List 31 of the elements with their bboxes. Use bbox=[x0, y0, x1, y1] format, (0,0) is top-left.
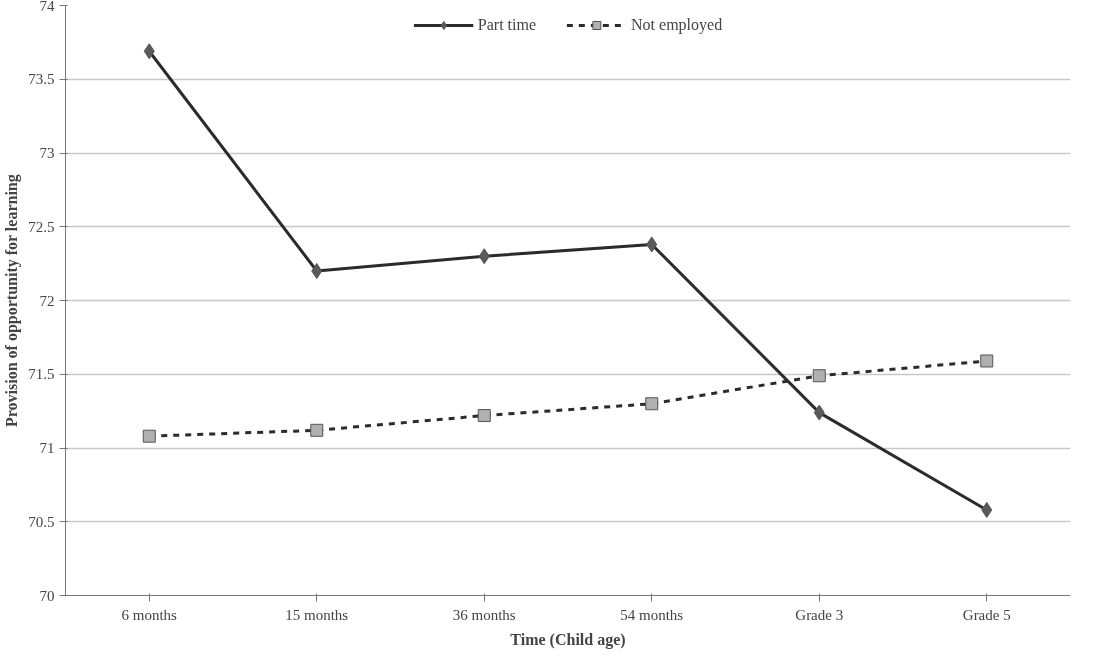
point bbox=[143, 43, 155, 60]
point bbox=[478, 248, 490, 265]
x-tick-label: Grade 5 bbox=[962, 606, 1011, 623]
y-tick-label: 72.5 bbox=[28, 218, 55, 235]
y-tick-label: 73 bbox=[39, 145, 55, 161]
point bbox=[311, 263, 323, 279]
point bbox=[477, 409, 491, 423]
point bbox=[980, 354, 994, 368]
legend-label: Part time bbox=[477, 16, 537, 34]
point bbox=[646, 236, 658, 253]
y-tick-label: 70.5 bbox=[28, 513, 55, 530]
x-tick-label: Grade 3 bbox=[795, 606, 844, 623]
point bbox=[142, 429, 156, 443]
point bbox=[310, 423, 324, 437]
y-tick-label: 72 bbox=[39, 292, 55, 309]
x-tick-label: 6 months bbox=[121, 606, 178, 623]
point bbox=[813, 404, 825, 421]
y-tick-label: 71.5 bbox=[28, 366, 55, 383]
y-axis-title: Provision of opportunity for learning bbox=[3, 174, 22, 428]
y-tick-label: 70 bbox=[39, 587, 55, 604]
x-tick-label: 54 months bbox=[620, 606, 684, 623]
y-tick-label: 73.5 bbox=[28, 71, 55, 88]
point bbox=[645, 397, 659, 411]
x-tick-label: 15 months bbox=[285, 606, 349, 623]
x-axis-title: Time (Child age) bbox=[510, 630, 626, 649]
y-tick-label: 74 bbox=[39, 0, 55, 14]
x-tick-label: 36 months bbox=[452, 606, 516, 623]
point bbox=[812, 369, 826, 383]
legend-label: Not employed bbox=[631, 16, 723, 34]
y-tick-label: 71 bbox=[39, 440, 55, 456]
point bbox=[981, 501, 993, 518]
